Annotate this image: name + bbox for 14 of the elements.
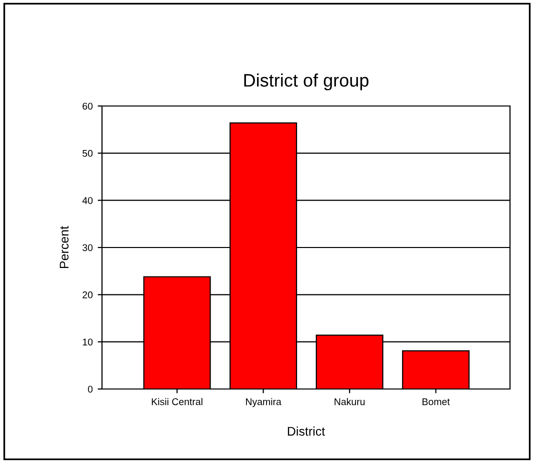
chart-title: District of group bbox=[244, 73, 368, 90]
y-tick-label: 40 bbox=[82, 197, 93, 204]
y-tick-label: 20 bbox=[82, 291, 93, 298]
x-axis-title: District bbox=[288, 426, 326, 436]
x-tick-label: Nakuru bbox=[334, 398, 365, 406]
y-tick-label: 60 bbox=[82, 102, 93, 110]
y-tick-label: 30 bbox=[82, 244, 93, 252]
y-tick-label: 0 bbox=[88, 386, 93, 393]
y-axis-title: Percent bbox=[60, 226, 69, 268]
y-tick-label: 10 bbox=[82, 338, 93, 346]
y-tick-label: 50 bbox=[82, 150, 93, 157]
x-tick-label: Kisii Central bbox=[152, 398, 202, 406]
x-tick-label: Nyamira bbox=[246, 398, 282, 408]
x-tick-label: Bomet bbox=[422, 398, 450, 406]
